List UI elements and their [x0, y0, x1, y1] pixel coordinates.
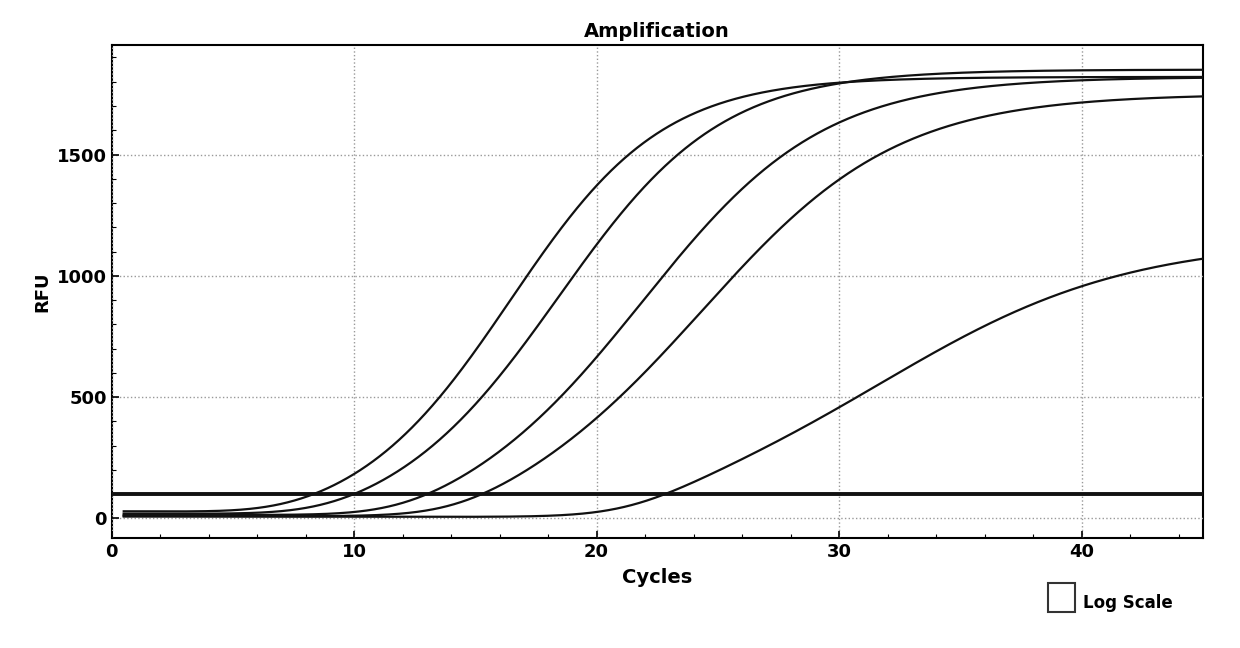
- X-axis label: Cycles: Cycles: [622, 568, 692, 586]
- Y-axis label: RFU: RFU: [33, 272, 51, 312]
- Text: Log Scale: Log Scale: [1083, 594, 1172, 612]
- Title: Amplification: Amplification: [584, 22, 730, 41]
